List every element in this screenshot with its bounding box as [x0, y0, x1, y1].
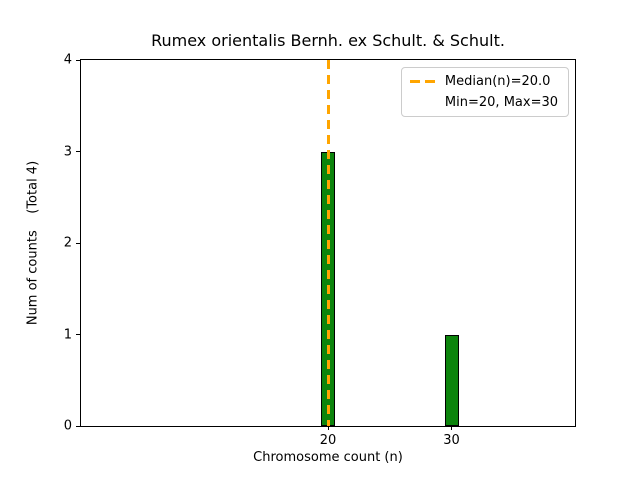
legend-row-minmax: Min=20, Max=30: [410, 92, 558, 113]
y-tick-label-4: 4: [63, 52, 72, 68]
y-tick-label-3: 3: [63, 144, 72, 159]
median-dashed-line: [326, 60, 330, 426]
y-tick-4: [76, 59, 80, 61]
y-tick-label-2: 2: [63, 235, 72, 251]
y-axis-label: Num of counts (Total 4): [25, 160, 41, 326]
y-tick-3: [76, 151, 80, 152]
median-line-legend-sample: [409, 80, 435, 83]
x-tick-20: [327, 426, 329, 430]
legend: Median(n)=20.0 Min=20, Max=30: [400, 67, 569, 117]
y-tick-2: [76, 242, 80, 244]
legend-label-minmax: Min=20, Max=30: [444, 95, 558, 110]
legend-sample-spacer: [410, 101, 435, 104]
x-tick-label-20: 20: [319, 433, 337, 448]
x-tick-30: [451, 426, 452, 430]
y-tick-0: [76, 425, 80, 427]
y-tick-1: [76, 334, 80, 335]
x-tick-label-30: 30: [443, 433, 460, 448]
bar-n-30: [444, 334, 459, 426]
x-axis-label: Chromosome count (n): [253, 450, 403, 465]
legend-label-median: Median(n)=20.0: [444, 74, 551, 89]
plot-area: Median(n)=20.0 Min=20, Max=30 20 30 0 1 2 3 4: [64, 53, 576, 448]
y-tick-label-1: 1: [63, 327, 72, 342]
legend-row-median: Median(n)=20.0: [409, 71, 558, 92]
chart-title: Rumex orientalis Bernh. ex Schult. & Sch…: [151, 31, 505, 50]
y-tick-label-0: 0: [63, 418, 72, 434]
